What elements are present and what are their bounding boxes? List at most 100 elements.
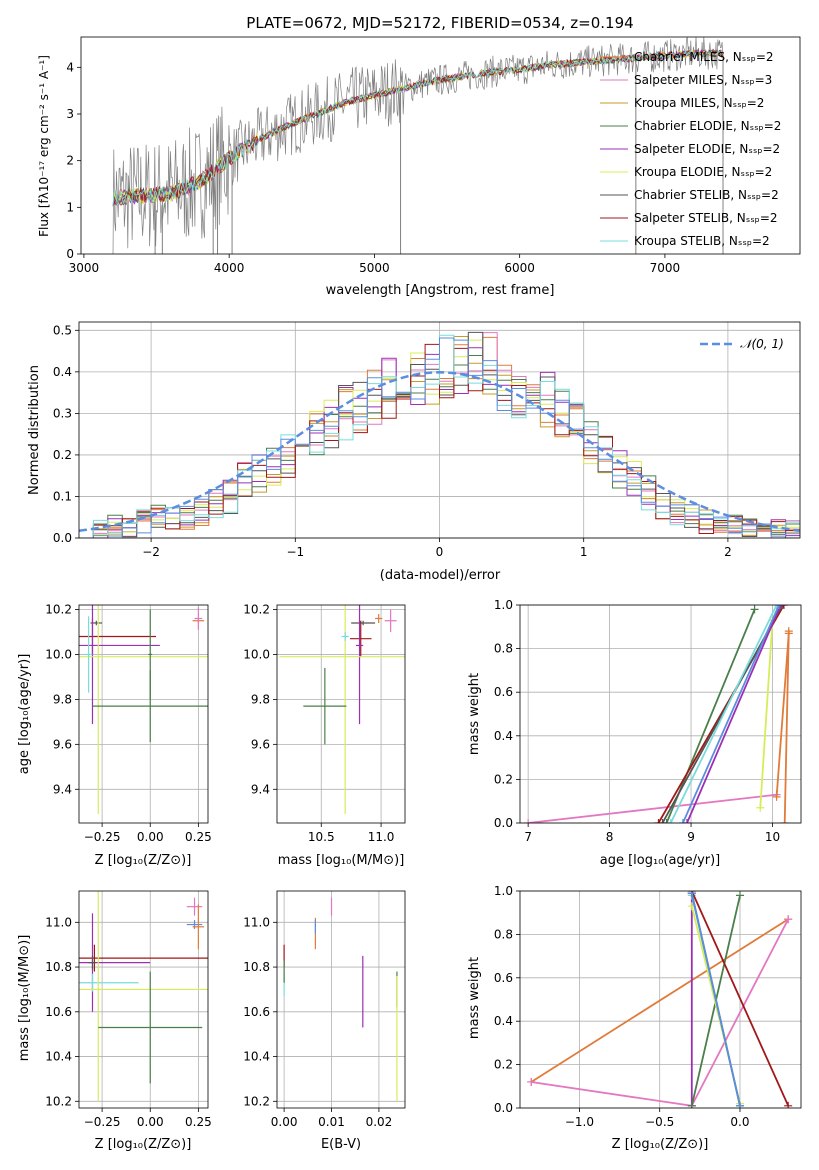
weight-line xyxy=(783,631,790,823)
y-tick-label: 0.8 xyxy=(494,642,513,656)
y-tick-label: 10.2 xyxy=(243,602,270,616)
x-tick-label: 7000 xyxy=(650,261,681,275)
histogram-ylabel: Normed distribution xyxy=(27,365,42,495)
spectrum-legend: Chabrier MILES, Nₛₛₚ=2 Salpeter MILES, Nₛ… xyxy=(600,50,781,248)
spectrum-ylabel: Flux [fλ10⁻¹⁷ erg cm⁻² s⁻¹ A⁻¹] xyxy=(37,55,51,237)
y-tick-label: 10.6 xyxy=(243,1005,270,1019)
weight-marker xyxy=(779,605,788,609)
plot-area xyxy=(112,37,724,254)
plot-area xyxy=(279,605,405,815)
x-tick-label: 3000 xyxy=(69,261,100,275)
y-tick-label: 0.0 xyxy=(494,816,513,830)
y-tick-label: 3 xyxy=(66,107,74,121)
axes-box xyxy=(80,36,801,255)
x-tick-label: 0.00 xyxy=(137,1115,164,1129)
y-tick-label: 9.6 xyxy=(251,737,270,751)
x-tick-label: −0.5 xyxy=(645,1115,674,1129)
z-weight-ylabel: mass weight xyxy=(467,957,482,1039)
weight-marker xyxy=(776,605,785,609)
weight-marker xyxy=(756,803,765,812)
legend-label: Chabrier ELODIE, Nₛₛₚ=2 xyxy=(634,119,781,133)
normal-curve xyxy=(79,371,800,532)
z-mass-panel: Z [log₁₀(Z/Z⊙)] mass [log₁₀(M/M⊙)] −0.25… xyxy=(17,890,212,1152)
ebv-mass-panel: E(B-V) 0.00 0.01 0.02 10.2 10.4 10.6 10.8 11.0 xyxy=(243,890,406,1152)
weight-marker xyxy=(750,605,759,614)
axes-frame: −2 −1 0 1 2 0.0 0.1 0.2 0.3 0.4 0.5 𝒩(0, 1) xyxy=(53,321,801,559)
y-tick-label: 10.4 xyxy=(243,1050,270,1064)
axes-frame: 0.00 0.01 0.02 10.2 10.4 10.6 10.8 11.0 xyxy=(243,890,406,1129)
y-tick-label: 10.4 xyxy=(45,1050,72,1064)
plot-area xyxy=(79,605,208,815)
residual-histogram-panel: (data-model)/error Normed distribution −… xyxy=(27,321,801,583)
weight-marker xyxy=(735,891,744,900)
x-tick-label: −0.25 xyxy=(84,830,121,844)
age-weight-xlabel: age [log₁₀(age/yr)] xyxy=(600,853,721,868)
weight-line xyxy=(682,605,780,823)
legend-label: Chabrier STELIB, Nₛₛₚ=2 xyxy=(634,188,779,202)
legend-label: Salpeter ELODIE, Nₛₛₚ=2 xyxy=(634,142,780,156)
y-tick-label: 10.2 xyxy=(243,1094,270,1108)
z-mass-ylabel: mass [log₁₀(M/M⊙)] xyxy=(17,935,32,1062)
z-age-xlabel: Z [log₁₀(Z/Z⊙)] xyxy=(95,853,192,868)
x-tick-label: 8 xyxy=(606,830,614,844)
weight-marker xyxy=(524,819,533,823)
y-tick-label: 10.2 xyxy=(45,602,72,616)
axes-frame: −0.25 0.00 0.25 10.2 10.4 10.6 10.8 11.0 xyxy=(45,890,212,1129)
y-tick-label: 0.0 xyxy=(494,1101,513,1115)
y-tick-label: 0.1 xyxy=(53,489,72,503)
y-tick-label: 10.0 xyxy=(45,647,72,661)
x-tick-label: 4000 xyxy=(214,261,245,275)
x-tick-label: −0.25 xyxy=(84,1115,121,1129)
weight-marker xyxy=(654,819,663,823)
weight-line xyxy=(759,620,774,808)
legend-label: Kroupa MILES, Nₛₛₚ=2 xyxy=(634,96,764,110)
y-tick-label: 10.6 xyxy=(45,1005,72,1019)
x-tick-label: 0.01 xyxy=(318,1115,345,1129)
x-tick-label: 10 xyxy=(765,830,780,844)
y-tick-label: 0.2 xyxy=(53,448,72,462)
weight-marker xyxy=(658,819,667,823)
y-tick-label: 0.0 xyxy=(53,531,72,545)
weight-marker xyxy=(772,605,781,609)
weight-marker xyxy=(775,605,784,609)
x-tick-label: 7 xyxy=(524,830,532,844)
weight-marker xyxy=(780,819,789,823)
axes-box xyxy=(78,604,209,824)
legend-label: Kroupa STELIB, Nₛₛₚ=2 xyxy=(634,234,770,248)
axes-frame: −0.25 0.00 0.25 9.4 9.6 9.8 10.0 10.2 xyxy=(45,602,211,844)
x-tick-label: 0.02 xyxy=(366,1115,393,1129)
weight-marker xyxy=(678,819,687,823)
weight-line xyxy=(669,605,778,823)
x-tick-label: 11.0 xyxy=(368,830,395,844)
age-weight-ylabel: mass weight xyxy=(467,673,482,755)
axes-box xyxy=(78,890,209,1109)
weight-marker xyxy=(687,891,696,898)
spectrum-xlabel: wavelength [Angstrom, rest frame] xyxy=(326,283,555,298)
x-tick-label: 5000 xyxy=(359,261,390,275)
y-tick-label: 0.4 xyxy=(494,1014,513,1028)
weight-marker xyxy=(662,819,671,823)
age-weight-panel: age [log₁₀(age/yr)] mass weight 7 8 9 10 0.0… xyxy=(467,598,802,868)
weight-marker xyxy=(784,1101,793,1108)
y-tick-label: 2 xyxy=(66,154,74,168)
weight-line xyxy=(527,793,777,823)
axes-frame: 3000 4000 5000 6000 7000 0 1 2 3 4 Chabrier MILES,… xyxy=(66,36,801,275)
z-age-panel: Z [log₁₀(Z/Z⊙)] age [log₁₀(age/yr)] −0.2… xyxy=(17,602,212,868)
axes-box xyxy=(276,604,406,824)
spectrum-panel: PLATE=0672, MJD=52172, FIBERID=0534, z=0… xyxy=(37,14,801,298)
x-tick-label: −2 xyxy=(142,545,160,559)
x-tick-label: 10.5 xyxy=(308,830,335,844)
y-tick-label: 0.5 xyxy=(53,323,72,337)
y-tick-label: 0 xyxy=(66,247,74,261)
ebv-mass-xlabel: E(B-V) xyxy=(321,1137,361,1152)
model-kroupa-stelib xyxy=(112,49,724,207)
axes-box xyxy=(519,890,802,1109)
legend-label: Salpeter MILES, Nₛₛₚ=3 xyxy=(634,73,772,87)
y-tick-label: 1 xyxy=(66,200,74,214)
y-tick-label: 0.6 xyxy=(494,685,513,699)
weight-marker xyxy=(666,819,675,823)
weight-marker xyxy=(527,1077,536,1086)
y-tick-label: 11.0 xyxy=(243,915,270,929)
weight-marker xyxy=(772,792,781,801)
y-tick-label: 10.8 xyxy=(243,960,270,974)
